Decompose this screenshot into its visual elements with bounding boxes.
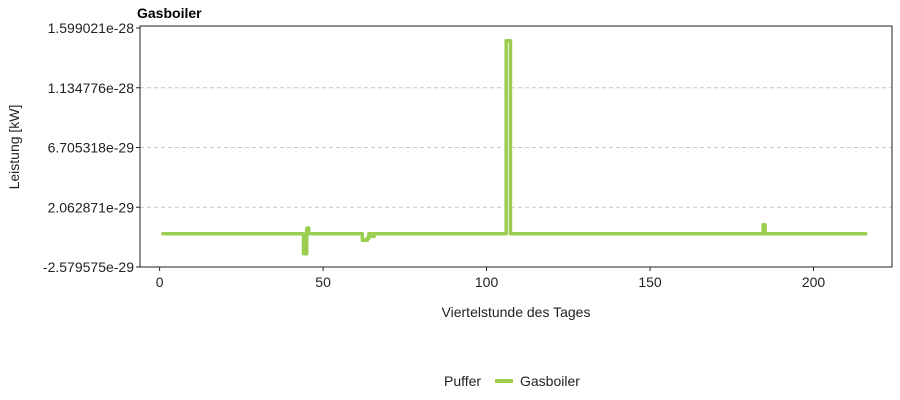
y-tick-label: 2.062871e-29 <box>48 199 135 215</box>
y-axis-label: Leistung [kW] <box>6 105 22 190</box>
y-tick-label: 1.134776e-28 <box>48 80 135 96</box>
y-axis: -2.579575e-29 2.062871e-29 6.705318e-29 1.1… <box>43 20 140 275</box>
series-layer <box>161 38 868 256</box>
series-line-gasboiler <box>161 38 868 256</box>
legend: Puffer Gasboiler <box>444 373 580 389</box>
y-gridlines <box>140 87 892 208</box>
legend-title: Puffer <box>444 373 481 389</box>
x-tick-label: 100 <box>475 274 499 290</box>
legend-label-gasboiler: Gasboiler <box>520 373 580 389</box>
x-tick-label: 200 <box>802 274 826 290</box>
x-tick-label: 50 <box>315 274 331 290</box>
x-axis: 0 50 100 150 200 <box>156 267 826 290</box>
x-axis-label: Viertelstunde des Tages <box>442 304 591 320</box>
chart-title: Gasboiler <box>137 5 202 21</box>
y-tick-label: -2.579575e-29 <box>43 259 134 275</box>
plot-frame <box>139 25 893 268</box>
x-tick-label: 0 <box>156 274 164 290</box>
x-tick-label: 150 <box>638 274 662 290</box>
y-tick-label: 6.705318e-29 <box>48 140 135 156</box>
y-tick-label: 1.599021e-28 <box>48 20 135 36</box>
